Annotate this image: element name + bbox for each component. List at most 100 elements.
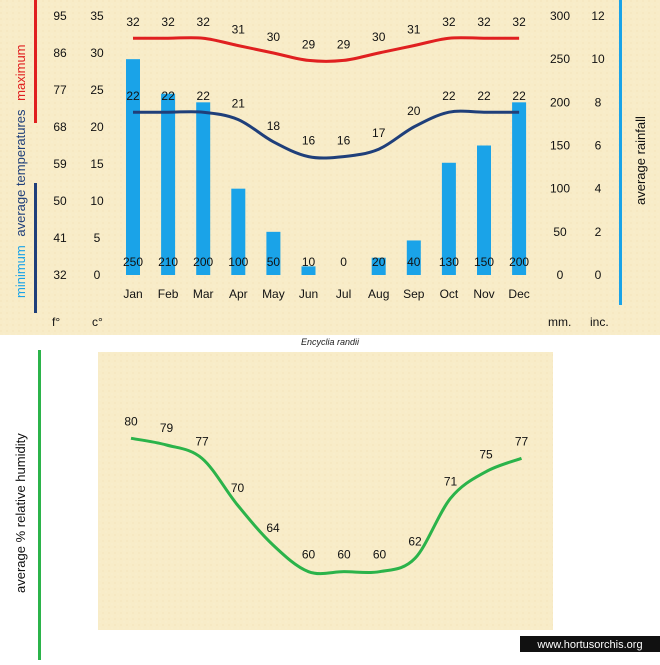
fahrenheit-tick: 95	[53, 9, 67, 23]
mm-tick: 50	[553, 225, 567, 239]
humidity-value-label: 64	[266, 521, 280, 535]
month-label: Oct	[440, 287, 459, 301]
rainfall-value-label: 10	[302, 255, 316, 269]
celsius-tick: 30	[90, 46, 104, 60]
humidity-value-label: 62	[408, 534, 422, 548]
fahrenheit-tick: 77	[53, 83, 67, 97]
minimum-temperature-label: 22	[197, 89, 211, 103]
rainfall-value-label: 200	[193, 255, 213, 269]
mm-tick: 0	[557, 268, 564, 282]
maximum-temperature-label: 32	[126, 15, 140, 29]
celsius-tick: 10	[90, 194, 104, 208]
maximum-temperature-label: 32	[197, 15, 211, 29]
rainfall-bar	[266, 231, 281, 275]
rainfall-value-label: 40	[407, 255, 421, 269]
humidity-value-label: 60	[302, 548, 316, 562]
mm-tick: 100	[550, 182, 570, 196]
humidity-axis-title: average % relative humidity	[13, 433, 28, 593]
humidity-value-label: 80	[124, 414, 138, 428]
watermark-background	[520, 636, 660, 652]
humidity-plot: 80 79 77 70 64 60 60 60 62 71 75 77	[124, 414, 528, 576]
rainfall-indicator-bar	[619, 0, 622, 305]
maximum-label: maximum	[13, 44, 28, 100]
fahrenheit-tick: 50	[53, 194, 67, 208]
maximum-temperature-label: 32	[442, 15, 456, 29]
fahrenheit-tick: 68	[53, 120, 67, 134]
minimum-temperature-label: 16	[337, 134, 351, 148]
minimum-label: minimum	[13, 245, 28, 298]
celsius-unit-label: c°	[92, 315, 103, 329]
month-label: Nov	[473, 287, 494, 301]
average-temperatures-label: average temperatures	[13, 109, 28, 237]
month-label: Sep	[403, 287, 425, 301]
rainfall-bar	[512, 102, 527, 275]
month-label: May	[262, 287, 285, 301]
fahrenheit-tick: 59	[53, 157, 67, 171]
humidity-value-label: 71	[444, 474, 458, 488]
fahrenheit-tick: 32	[53, 268, 67, 282]
inches-unit-label: inc.	[590, 315, 609, 329]
minimum-temperature-label: 22	[126, 89, 140, 103]
humidity-value-label: 60	[337, 548, 351, 562]
maximum-temperature-label: 31	[232, 23, 246, 37]
humidity-line	[130, 436, 523, 576]
celsius-tick: 5	[94, 231, 101, 245]
minimum-temperature-label: 22	[161, 89, 175, 103]
humidity-value-label: 60	[373, 548, 387, 562]
rainfall-bar	[406, 240, 421, 275]
rainfall-value-label: 0	[340, 255, 347, 269]
minimum-temperature-label: 22	[512, 89, 526, 103]
maximum-temperature-label: 32	[512, 15, 526, 29]
rainfall-bar	[371, 257, 386, 275]
rainfall-value-label: 210	[158, 255, 178, 269]
rainfall-value-label: 150	[474, 255, 494, 269]
mm-tick: 250	[550, 52, 570, 66]
month-label: Dec	[508, 287, 529, 301]
humidity-chart-panel	[98, 352, 553, 630]
minimum-temperature-label: 18	[267, 119, 281, 133]
mm-tick: 200	[550, 95, 570, 109]
maximum-temperature-label: 32	[477, 15, 491, 29]
minimum-temperature-label: 16	[302, 134, 316, 148]
month-label: Jan	[123, 287, 142, 301]
rainfall-bar	[301, 266, 316, 275]
watermark-text: www.hortusorchis.org	[536, 639, 642, 651]
minimum-indicator-bar	[34, 183, 37, 313]
month-label: Mar	[193, 287, 214, 301]
rainfall-value-label: 50	[267, 255, 281, 269]
humidity-value-label: 75	[479, 448, 493, 462]
month-label: Apr	[229, 287, 248, 301]
rainfall-value-label: 20	[372, 255, 386, 269]
month-label: Jun	[299, 287, 318, 301]
humidity-value-label: 70	[231, 481, 245, 495]
humidity-value-label: 79	[160, 421, 174, 435]
celsius-tick: 35	[90, 9, 104, 23]
minimum-temperature-label: 22	[442, 89, 456, 103]
inches-tick: 0	[595, 268, 602, 282]
rainfall-bar	[161, 93, 176, 275]
inches-tick: 2	[595, 225, 602, 239]
celsius-tick: 15	[90, 157, 104, 171]
inches-tick: 12	[591, 9, 605, 23]
maximum-temperature-label: 31	[407, 23, 421, 37]
inches-tick: 4	[595, 182, 602, 196]
rainfall-value-label: 250	[123, 255, 143, 269]
rainfall-bar	[196, 102, 211, 275]
month-label: Feb	[158, 287, 179, 301]
rainfall-bar	[441, 162, 456, 275]
rainfall-value-label: 100	[228, 255, 248, 269]
maximum-temperature-label: 32	[161, 15, 175, 29]
maximum-temperature-label: 30	[372, 30, 386, 44]
minimum-temperature-label: 21	[232, 97, 246, 111]
maximum-temperature-label: 29	[302, 37, 316, 51]
maximum-temperature-label: 29	[337, 37, 351, 51]
maximum-indicator-bar	[34, 0, 37, 123]
inches-tick: 10	[591, 52, 605, 66]
rainfall-bar	[231, 188, 246, 275]
maximum-temperature-label: 30	[267, 30, 281, 44]
minimum-temperature-label: 20	[407, 104, 421, 118]
inches-tick: 8	[595, 95, 602, 109]
fahrenheit-tick: 86	[53, 46, 67, 60]
rainfall-value-label: 200	[509, 255, 529, 269]
